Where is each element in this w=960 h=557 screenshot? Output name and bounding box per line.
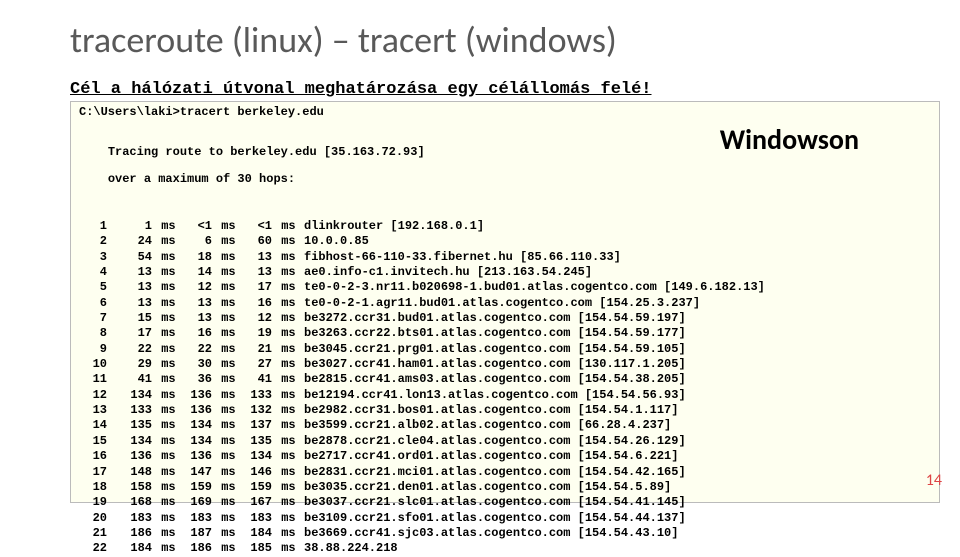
hop-row: 16136 ms136 ms134 msbe2717.ccr41.ord01.a… [79, 449, 931, 464]
hop-row: 17148 ms147 ms146 msbe2831.ccr21.mci01.a… [79, 465, 931, 480]
tracing-line-1: Tracing route to berkeley.edu [35.163.72… [108, 145, 425, 159]
hop-row: 12134 ms136 ms133 msbe12194.ccr41.lon13.… [79, 388, 931, 403]
hop-row: 922 ms22 ms21 msbe3045.ccr21.prg01.atlas… [79, 342, 931, 357]
hop-row: 613 ms13 ms16 mste0-0-2-1.agr11.bud01.at… [79, 296, 931, 311]
hop-row: 14135 ms134 ms137 msbe3599.ccr21.alb02.a… [79, 418, 931, 433]
platform-label: Windowson [720, 122, 859, 157]
hop-row: 1141 ms36 ms41 msbe2815.ccr41.ams03.atla… [79, 372, 931, 387]
command-prompt-line: C:\Users\laki>tracert berkeley.edu [79, 106, 931, 120]
hop-row: 817 ms16 ms19 msbe3263.ccr22.bts01.atlas… [79, 326, 931, 341]
hop-row: 1029 ms30 ms27 msbe3027.ccr41.ham01.atla… [79, 357, 931, 372]
terminal-window: C:\Users\laki>tracert berkeley.edu Traci… [70, 101, 940, 503]
hop-row: 20183 ms183 ms183 msbe3109.ccr21.sfo01.a… [79, 511, 931, 526]
hop-row: 15134 ms134 ms135 msbe2878.ccr21.cle04.a… [79, 434, 931, 449]
hop-row: 224 ms6 ms60 ms10.0.0.85 [79, 234, 931, 249]
tracing-line-2: over a maximum of 30 hops: [108, 172, 295, 186]
hop-row: 715 ms13 ms12 msbe3272.ccr31.bud01.atlas… [79, 311, 931, 326]
hop-row: 513 ms12 ms17 mste0-0-2-3.nr11.b020698-1… [79, 280, 931, 295]
slide-subtitle: Cél a hálózati útvonal meghatározása egy… [0, 62, 960, 99]
hop-row: 22184 ms186 ms185 ms38.88.224.218 [79, 541, 931, 556]
hop-row: 354 ms18 ms13 msfibhost-66-110-33.fibern… [79, 250, 931, 265]
hop-row: 13133 ms136 ms132 msbe2982.ccr31.bos01.a… [79, 403, 931, 418]
page-number: 14 [926, 471, 942, 490]
hop-row: 19168 ms169 ms167 msbe3037.ccr21.slc01.a… [79, 495, 931, 510]
hop-row: 11 ms<1 ms<1 msdlinkrouter [192.168.0.1] [79, 219, 931, 234]
slide-title: traceroute (linux) – tracert (windows) [0, 0, 960, 62]
hop-row: 21186 ms187 ms184 msbe3669.ccr41.sjc03.a… [79, 526, 931, 541]
hops-list: 11 ms<1 ms<1 msdlinkrouter [192.168.0.1]… [79, 219, 931, 557]
hop-row: 413 ms14 ms13 msae0.info-c1.invitech.hu … [79, 265, 931, 280]
hop-row: 18158 ms159 ms159 msbe3035.ccr21.den01.a… [79, 480, 931, 495]
